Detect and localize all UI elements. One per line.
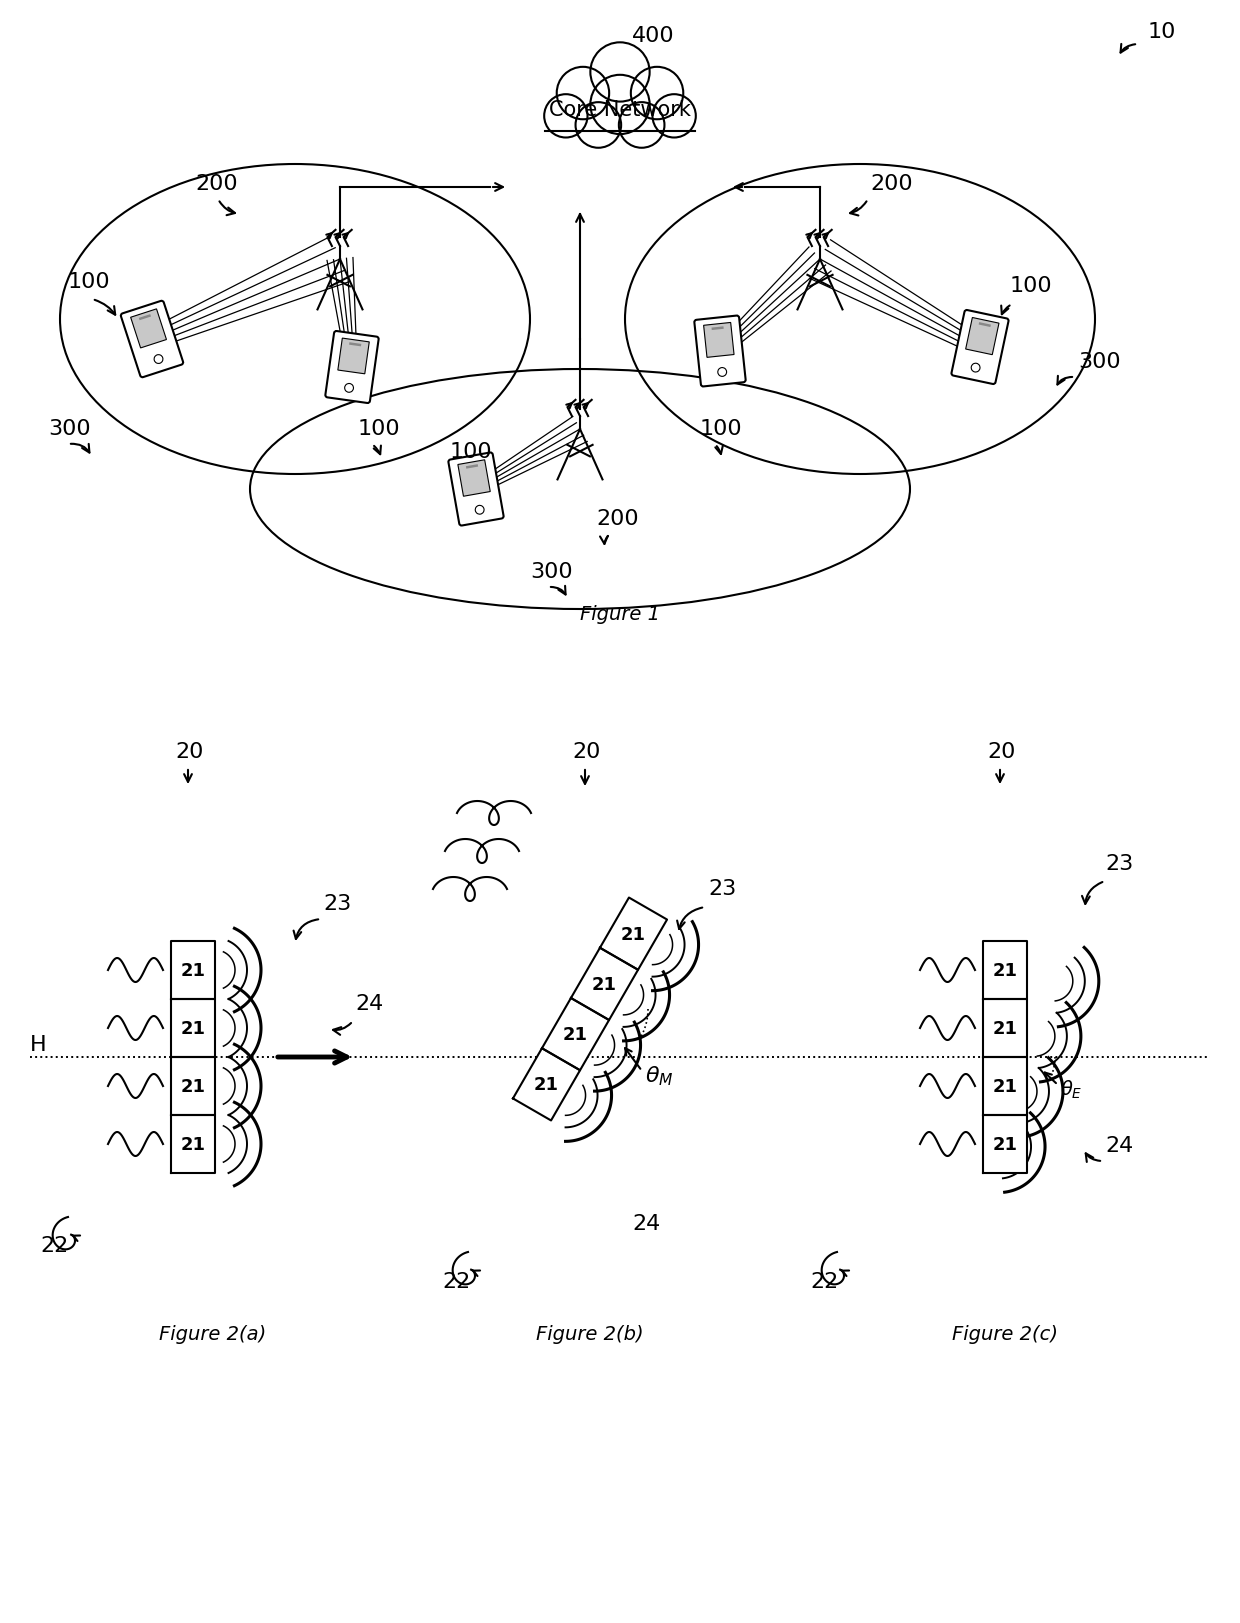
Polygon shape xyxy=(171,1057,215,1115)
Bar xyxy=(978,323,991,328)
Text: 21: 21 xyxy=(181,1078,206,1096)
Bar xyxy=(466,464,479,469)
Circle shape xyxy=(154,355,162,364)
FancyBboxPatch shape xyxy=(951,310,1008,385)
Polygon shape xyxy=(983,1000,1027,1057)
Text: Figure 2(a): Figure 2(a) xyxy=(160,1324,267,1344)
Polygon shape xyxy=(600,898,667,971)
Circle shape xyxy=(971,364,980,373)
Text: 100: 100 xyxy=(701,419,743,438)
Text: 20: 20 xyxy=(175,742,203,761)
Polygon shape xyxy=(983,1115,1027,1173)
Circle shape xyxy=(590,76,650,135)
Text: 21: 21 xyxy=(992,961,1018,979)
FancyBboxPatch shape xyxy=(449,453,503,526)
Polygon shape xyxy=(513,1048,580,1121)
Text: Figure 2(c): Figure 2(c) xyxy=(952,1324,1058,1344)
Bar xyxy=(130,310,166,349)
Text: 400: 400 xyxy=(632,26,675,45)
Text: 21: 21 xyxy=(992,1019,1018,1037)
Circle shape xyxy=(557,68,609,120)
Text: Core Network: Core Network xyxy=(549,101,691,120)
Text: 200: 200 xyxy=(596,508,639,529)
Text: 21: 21 xyxy=(563,1026,588,1044)
Polygon shape xyxy=(983,941,1027,1000)
Text: 300: 300 xyxy=(1078,352,1121,372)
Bar xyxy=(458,461,490,497)
Circle shape xyxy=(590,44,650,102)
Text: Figure 2(b): Figure 2(b) xyxy=(536,1324,644,1344)
Text: 100: 100 xyxy=(1011,276,1053,295)
Text: 200: 200 xyxy=(870,174,913,193)
Circle shape xyxy=(475,506,484,514)
Text: 22: 22 xyxy=(441,1271,470,1292)
Bar xyxy=(337,339,370,375)
Circle shape xyxy=(619,104,665,149)
Bar xyxy=(966,318,999,355)
Text: 21: 21 xyxy=(591,975,618,993)
Text: 24: 24 xyxy=(632,1214,660,1233)
Bar xyxy=(703,323,734,359)
Text: Figure 1: Figure 1 xyxy=(580,605,660,623)
Text: 21: 21 xyxy=(181,961,206,979)
Polygon shape xyxy=(570,948,639,1021)
Text: 21: 21 xyxy=(621,925,646,943)
Circle shape xyxy=(718,368,727,377)
FancyBboxPatch shape xyxy=(120,302,184,378)
Polygon shape xyxy=(171,1000,215,1057)
Bar xyxy=(712,328,724,331)
Text: 10: 10 xyxy=(1148,23,1177,42)
FancyBboxPatch shape xyxy=(325,331,378,404)
Bar xyxy=(139,315,151,321)
Polygon shape xyxy=(542,998,609,1071)
Bar xyxy=(350,342,361,347)
Text: 23: 23 xyxy=(1105,854,1133,873)
Text: 21: 21 xyxy=(181,1019,206,1037)
Text: 300: 300 xyxy=(529,562,573,581)
Text: 24: 24 xyxy=(355,993,383,1013)
Text: 200: 200 xyxy=(195,174,238,193)
Text: H: H xyxy=(30,1034,47,1055)
Text: $\theta_M$: $\theta_M$ xyxy=(645,1063,673,1087)
Text: 22: 22 xyxy=(810,1271,838,1292)
Text: 23: 23 xyxy=(322,893,351,914)
Circle shape xyxy=(575,104,621,149)
Text: 23: 23 xyxy=(708,878,737,899)
Text: 21: 21 xyxy=(992,1136,1018,1154)
Circle shape xyxy=(631,68,683,120)
Text: 100: 100 xyxy=(358,419,401,438)
Circle shape xyxy=(345,385,353,393)
Text: 100: 100 xyxy=(450,441,492,461)
Text: 24: 24 xyxy=(1105,1136,1133,1156)
Circle shape xyxy=(652,96,696,138)
Polygon shape xyxy=(983,1057,1027,1115)
Text: 21: 21 xyxy=(534,1076,559,1094)
Text: 300: 300 xyxy=(48,419,91,438)
Text: 20: 20 xyxy=(987,742,1016,761)
Circle shape xyxy=(544,96,588,138)
Polygon shape xyxy=(171,941,215,1000)
Text: 20: 20 xyxy=(572,742,600,761)
Bar xyxy=(543,118,697,133)
Text: $\theta_E$: $\theta_E$ xyxy=(1060,1078,1083,1100)
Text: 100: 100 xyxy=(68,271,110,292)
Text: 21: 21 xyxy=(181,1136,206,1154)
Polygon shape xyxy=(171,1115,215,1173)
Text: 21: 21 xyxy=(992,1078,1018,1096)
FancyBboxPatch shape xyxy=(694,316,745,388)
Text: 22: 22 xyxy=(40,1235,68,1255)
